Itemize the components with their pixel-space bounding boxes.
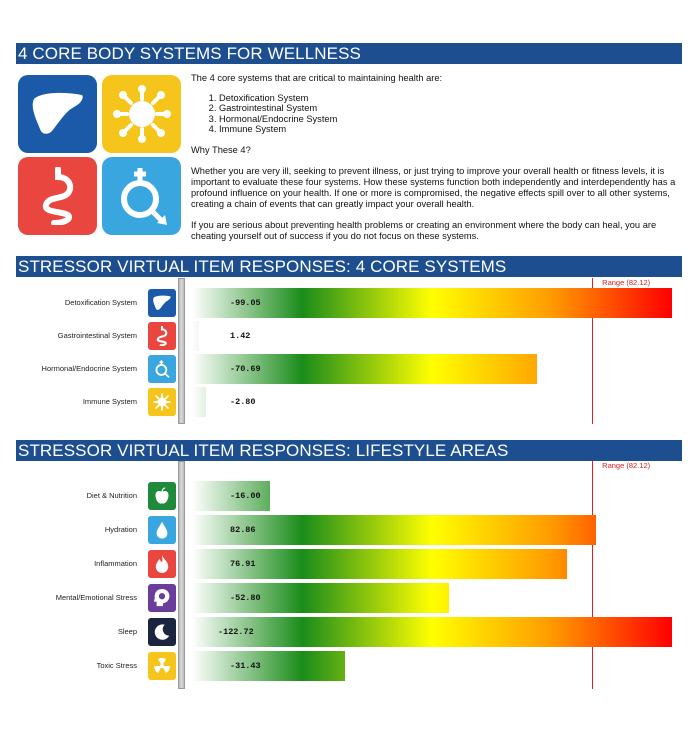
bar-category-label: Hydration (104, 525, 137, 534)
bar-category-label: Toxic Stress (96, 661, 137, 670)
paragraph-1: Whether you are very ill, seeking to pre… (191, 165, 676, 209)
chart-divider-strip (178, 278, 185, 424)
bar (192, 354, 537, 384)
bar-value-label: -2.80 (230, 397, 256, 407)
bar (192, 321, 199, 351)
intro-lead: The 4 core systems that are critical to … (191, 73, 443, 83)
hormone-tile (102, 157, 181, 235)
core-chart-title: STRESSOR VIRTUAL ITEM RESPONSES: 4 CORE … (16, 256, 682, 277)
bar (192, 387, 206, 417)
immune-cell-icon (148, 388, 176, 416)
bar-value-label: -122.72 (218, 627, 254, 637)
bar-value-label: 76.91 (230, 559, 256, 569)
core-systems-list: Detoxification System Gastrointestinal S… (219, 93, 681, 135)
liver-icon (148, 289, 176, 317)
bar-value-label: -99.05 (230, 298, 261, 308)
bar (192, 617, 672, 647)
lifestyle-chart-title: STRESSOR VIRTUAL ITEM RESPONSES: LIFESTY… (16, 440, 682, 461)
bar-category-label: Mental/Emotional Stress (55, 593, 137, 602)
bar-category-label: Hormonal/Endocrine System (41, 364, 137, 373)
core-systems-chart: Range (82.12) Detoxification System -99.05… (0, 278, 700, 428)
moon-icon (148, 618, 176, 646)
list-item: Immune System (219, 124, 681, 134)
bar (192, 651, 346, 681)
bar-value-label: 82.86 (230, 525, 256, 535)
water-drop-icon (148, 516, 176, 544)
liver-icon (32, 92, 83, 134)
bar (192, 515, 596, 545)
bar-category-label: Immune System (82, 397, 137, 406)
bar-category-label: Gastrointestinal System (57, 331, 137, 340)
reference-line-label: Range (82.12) (602, 278, 651, 287)
liver-tile (18, 75, 97, 153)
bar-value-label: -16.00 (230, 491, 261, 501)
hormone-icon (148, 355, 176, 383)
flame-icon (148, 550, 176, 578)
reference-line-label: Range (82.12) (602, 461, 651, 470)
why-heading: Why These 4? (191, 144, 251, 155)
bar-category-label: Sleep (117, 627, 137, 636)
paragraph-2: If you are serious about preventing heal… (191, 219, 657, 241)
bar-value-label: -52.80 (230, 593, 261, 603)
hormone-icon (120, 168, 167, 225)
stomach-tile (18, 157, 97, 235)
bar-value-label: -31.43 (230, 661, 261, 671)
radiation-icon (148, 652, 176, 680)
bar (192, 549, 567, 579)
core-systems-tiles (18, 75, 181, 235)
intro-text: The 4 core systems that are critical to … (191, 73, 681, 242)
bar-category-label: Diet & Nutrition (86, 491, 137, 500)
bar-category-label: Detoxification System (64, 298, 137, 307)
stomach-icon (148, 322, 176, 350)
list-item: Detoxification System (219, 93, 681, 103)
immune-cell-icon (112, 85, 171, 143)
bar-value-label: 1.42 (230, 331, 251, 341)
chart-divider-strip (178, 461, 185, 689)
reference-line (592, 461, 594, 689)
bar-value-label: -70.69 (230, 364, 261, 374)
immune-tile (102, 75, 181, 153)
list-item: Hormonal/Endocrine System (219, 114, 681, 124)
bar-category-label: Inflammation (94, 559, 137, 568)
bar (192, 583, 450, 613)
bar (192, 288, 672, 318)
brain-head-icon (148, 584, 176, 612)
page-title: 4 CORE BODY SYSTEMS FOR WELLNESS (16, 43, 682, 64)
lifestyle-areas-chart: Range (82.12) Diet & Nutrition -16.00 Hydra… (0, 461, 700, 689)
stomach-icon (42, 167, 73, 225)
bar (192, 481, 270, 511)
reference-line (592, 278, 594, 424)
apple-icon (148, 482, 176, 510)
list-item: Gastrointestinal System (219, 103, 681, 113)
